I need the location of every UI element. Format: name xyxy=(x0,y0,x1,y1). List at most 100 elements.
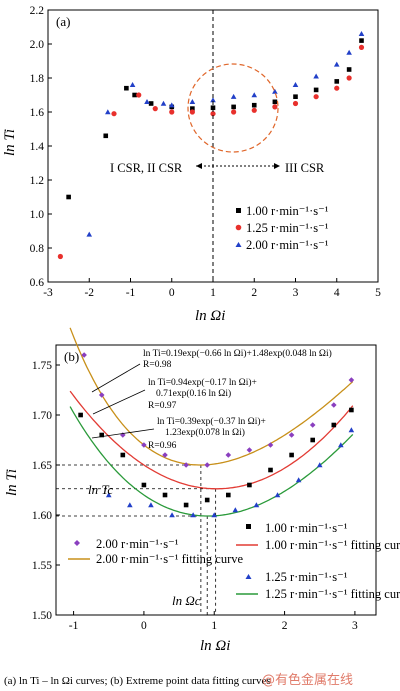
b-point-s1-3 xyxy=(141,482,147,488)
b-point-s2-7 xyxy=(253,502,260,508)
region-right-label: III CSR xyxy=(285,161,325,175)
b-point-s2-10 xyxy=(316,462,323,468)
eq3-line2: 1.23exp(0.078 ln Ωi) xyxy=(165,427,245,438)
a-point-s0-7 xyxy=(210,105,216,111)
a-point-s0-6 xyxy=(190,106,195,111)
legend-a-marker-2 xyxy=(235,224,242,231)
b-point-s2-1 xyxy=(127,502,133,508)
panel-b: (b) -1 0 1 2 3 1.50 1.55 1.60 1.65 1.70 1.75 ln Tc… xyxy=(4,327,400,654)
a-point-s2-6 xyxy=(189,99,196,104)
b-ytick-label-4: 1.70 xyxy=(32,410,52,422)
a-ytick-label-7: 2.0 xyxy=(30,39,45,51)
b-ytick-label-0: 1.50 xyxy=(32,610,52,622)
a-point-s2-14 xyxy=(346,49,352,55)
b-xtick-label-4: 3 xyxy=(352,620,358,632)
b-point-s0-13 xyxy=(348,377,355,383)
b-point-s1-7 xyxy=(226,492,231,498)
eq1-line1: ln Ti=0.19exp(−0.66 ln Ωi)+1.48exp(0.048… xyxy=(143,348,332,359)
a-xtick-label-4: 1 xyxy=(210,287,216,299)
b-point-s2-11 xyxy=(338,442,344,448)
legend-b-marker-1 xyxy=(74,540,80,546)
eq2-pointer xyxy=(92,389,146,415)
b-point-s2-4 xyxy=(190,512,196,518)
a-point-s0-2 xyxy=(124,85,129,91)
b-xtick-label-1: 0 xyxy=(141,620,147,632)
panel-a-marks xyxy=(57,31,365,260)
panel-b-fits xyxy=(69,327,354,517)
b-point-s1-4 xyxy=(162,492,168,498)
a-ytick-label-5: 1.6 xyxy=(30,107,45,119)
a-point-s2-11 xyxy=(292,82,299,87)
b-point-s0-0 xyxy=(81,352,87,358)
a-point-s0-8 xyxy=(231,104,236,110)
a-point-s0-9 xyxy=(251,102,257,108)
region-left-label: I CSR, II CSR xyxy=(110,161,183,175)
b-point-s2-8 xyxy=(274,492,281,498)
b-ytick-label-5: 1.75 xyxy=(32,360,52,372)
b-ytick-label-2: 1.60 xyxy=(32,510,52,522)
legend-a-marker-3 xyxy=(235,242,242,247)
b-point-s2-3 xyxy=(169,512,175,518)
a-point-s1-9 xyxy=(272,104,278,110)
a-point-s1-3 xyxy=(152,106,158,112)
b-point-s2-5 xyxy=(211,512,218,518)
b-point-s1-10 xyxy=(289,452,294,458)
legend-a-marker-1 xyxy=(236,208,241,213)
b-point-s1-1 xyxy=(99,432,105,438)
legend-a-label-2: 1.25 r·min⁻¹·s⁻¹ xyxy=(246,221,329,235)
b-point-s1-12 xyxy=(331,422,337,428)
legend-a-label-3: 2.00 r·min⁻¹·s⁻¹ xyxy=(246,238,329,252)
b-point-s1-5 xyxy=(183,502,189,508)
eq3-line3: R=0.96 xyxy=(148,441,177,451)
legend-b-fit-3: 1.25 r·min⁻¹·s⁻¹ fitting curve xyxy=(265,587,400,601)
panel-b-label: (b) xyxy=(64,349,79,364)
b-point-s0-6 xyxy=(204,462,211,468)
eq1-line2: R=0.98 xyxy=(143,360,172,370)
b-point-s1-11 xyxy=(310,437,316,443)
b-point-s0-4 xyxy=(162,452,168,458)
a-point-s1-13 xyxy=(346,75,352,81)
a-point-s2-10 xyxy=(272,88,278,94)
b-point-s0-3 xyxy=(141,442,147,448)
a-xtick-label-0: -3 xyxy=(43,287,53,299)
panel-a-ticks: -3 -2 -1 0 1 2 3 4 5 0.6 0.8 1.0 1.2 1.4 1.6 1.8 2.0 2.2 xyxy=(30,5,382,299)
b-ytick-label-1: 1.55 xyxy=(32,560,52,572)
a-point-s2-4 xyxy=(160,100,167,106)
a-ytick-label-3: 1.2 xyxy=(30,175,45,187)
a-point-s2-13 xyxy=(333,61,340,67)
panel-a-label: (a) xyxy=(56,14,70,29)
legend-b-marker-2 xyxy=(246,524,251,529)
b-point-s2-12 xyxy=(348,427,355,433)
b-point-s0-9 xyxy=(267,442,274,448)
a-ytick-label-0: 0.6 xyxy=(30,277,45,289)
b-fit-curve-2 xyxy=(69,406,354,517)
a-point-s1-8 xyxy=(251,107,257,113)
a-point-s2-15 xyxy=(358,31,365,36)
a-xtick-label-3: 0 xyxy=(169,287,175,299)
b-point-s0-8 xyxy=(246,447,253,453)
b-point-s1-6 xyxy=(204,497,210,503)
a-point-s1-0 xyxy=(57,253,63,260)
panel-a-xlabel: ln Ωi xyxy=(195,308,225,324)
legend-b-fit-1: 2.00 r·min⁻¹·s⁻¹ fitting curve xyxy=(96,552,244,566)
panel-a-legend: 1.00 r·min⁻¹·s⁻¹ 1.25 r·min⁻¹·s⁻¹ 2.00 r… xyxy=(235,204,329,252)
a-xtick-label-8: 5 xyxy=(375,287,381,299)
a-point-s2-5 xyxy=(168,102,175,108)
eq2-line1: ln Ti=0.94exp(−0.17 ln Ωi)+ xyxy=(148,377,257,388)
b-point-s2-6 xyxy=(232,507,239,513)
b-point-s2-9 xyxy=(295,477,302,483)
b-point-s0-10 xyxy=(288,432,295,438)
a-point-s2-7 xyxy=(210,97,216,103)
a-point-s1-7 xyxy=(231,109,237,115)
b-point-s0-1 xyxy=(98,392,105,398)
legend-b-label-1: 2.00 r·min⁻¹·s⁻¹ xyxy=(96,537,179,551)
a-point-s1-10 xyxy=(292,100,299,107)
a-point-s1-4 xyxy=(169,109,175,115)
annot-tc: ln Tc xyxy=(88,482,113,497)
a-ytick-label-8: 2.2 xyxy=(30,5,45,17)
a-point-s0-13 xyxy=(334,79,340,84)
a-point-s0-10 xyxy=(272,99,278,105)
panel-b-ylabel: ln Ti xyxy=(4,469,20,496)
panel-b-ticks: -1 0 1 2 3 1.50 1.55 1.60 1.65 1.70 1.75 xyxy=(32,360,358,632)
a-point-s1-5 xyxy=(189,109,195,115)
